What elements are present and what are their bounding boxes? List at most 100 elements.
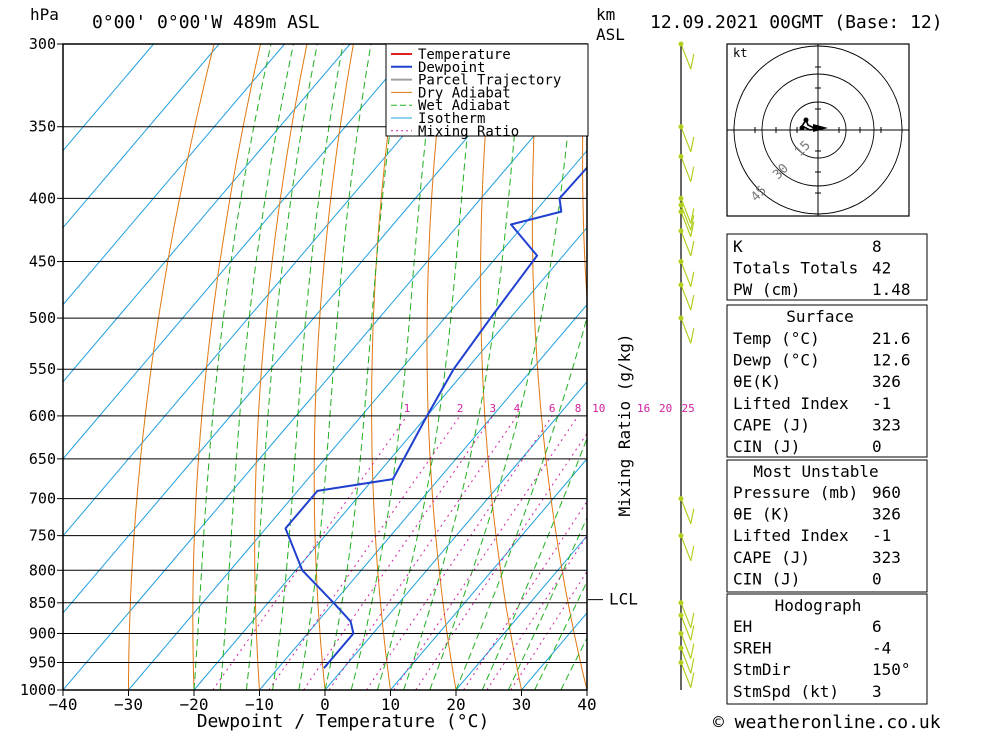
wind-barb-flag bbox=[691, 658, 694, 673]
y-tick-label: 500 bbox=[29, 309, 56, 327]
hodograph-section-title: Hodograph bbox=[775, 596, 862, 615]
lcl-marker: LCL bbox=[588, 590, 638, 609]
wet-adiabat-line bbox=[273, 26, 347, 690]
mixing-ratio-line bbox=[304, 416, 493, 690]
mixing-ratio-line bbox=[487, 416, 666, 690]
y-tick-label: 550 bbox=[29, 360, 56, 378]
dry-adiabat-line bbox=[631, 26, 718, 690]
index-hodograph-value: -4 bbox=[872, 639, 891, 658]
index-surface-label: Lifted Index bbox=[733, 394, 849, 413]
mixing-ratio-axis-title: Mixing Ratio (g/kg) bbox=[615, 333, 634, 516]
km-label: km bbox=[596, 5, 615, 24]
index-surface-label: CIN (J) bbox=[733, 437, 800, 456]
x-axis-title: Dewpoint / Temperature (°C) bbox=[197, 711, 490, 732]
mixing-ratio-line bbox=[329, 416, 517, 690]
mixing-ratio-label: 3 bbox=[490, 402, 497, 415]
surface-section-title: Surface bbox=[786, 307, 853, 326]
mixing-ratio-label: 4 bbox=[514, 402, 521, 415]
mixing-ratio-label: 20 bbox=[659, 402, 672, 415]
wind-barb-staff bbox=[681, 662, 691, 687]
hodograph: kt 15 30 45 bbox=[727, 44, 909, 216]
location-title: 0°00' 0°00'W 489m ASL bbox=[92, 12, 320, 33]
lcl-label: LCL bbox=[609, 590, 638, 609]
index-surface-label: CAPE (J) bbox=[733, 415, 810, 434]
index-hodograph-label: StmDir bbox=[733, 660, 791, 679]
wind-barb-staff bbox=[681, 212, 691, 237]
mixing-ratio-label: 16 bbox=[637, 402, 650, 415]
wind-barb-staff bbox=[681, 536, 691, 561]
wind-barb-staff bbox=[681, 127, 691, 152]
index-basic-label: PW (cm) bbox=[733, 280, 800, 299]
mixing-ratio-line bbox=[366, 416, 552, 690]
wind-barb-staff bbox=[681, 285, 691, 310]
wind-barb-flag bbox=[691, 295, 694, 310]
footer-credit: © weatheronline.co.uk bbox=[713, 712, 941, 733]
asl-label: ASL bbox=[596, 25, 625, 44]
mixing-ratio-label: 2 bbox=[457, 402, 464, 415]
y-tick-label: 750 bbox=[29, 527, 56, 545]
isotherm-line bbox=[63, 44, 612, 690]
index-most-unstable-value: 326 bbox=[872, 505, 901, 524]
mixing-ratio-label: 6 bbox=[549, 402, 556, 415]
wind-barb-staff bbox=[681, 499, 691, 524]
mixing-ratio-line bbox=[269, 416, 460, 690]
x-tick-label: −40 bbox=[49, 695, 78, 714]
wind-barb-flag bbox=[691, 241, 694, 256]
mixing-ratio-label: 1 bbox=[404, 402, 411, 415]
legend-label: Mixing Ratio bbox=[418, 124, 519, 140]
hodograph-point bbox=[804, 118, 809, 123]
index-hodograph-label: StmSpd (kt) bbox=[733, 682, 839, 701]
y-tick-label: 600 bbox=[29, 407, 56, 425]
index-most-unstable-value: 960 bbox=[872, 483, 901, 502]
wind-barb-flag bbox=[691, 272, 694, 287]
dry-adiabat-line bbox=[909, 26, 1000, 690]
x-tick-label: 30 bbox=[512, 695, 531, 714]
wet-adiabat-line bbox=[220, 26, 297, 690]
wet-adiabat-line bbox=[299, 26, 374, 690]
y-tick-label: 800 bbox=[29, 561, 56, 579]
dry-adiabat-line bbox=[193, 26, 265, 690]
hodograph-unit-label: kt bbox=[733, 46, 747, 60]
index-surface-value: 326 bbox=[872, 372, 901, 391]
isotherm-line bbox=[194, 44, 743, 690]
index-basic-label: Totals Totals bbox=[733, 259, 858, 278]
index-most-unstable-label: CIN (J) bbox=[733, 569, 800, 588]
index-most-unstable-value: 323 bbox=[872, 548, 901, 567]
wind-barb-staff bbox=[681, 318, 691, 343]
wind-barb-staff bbox=[681, 157, 691, 182]
wind-barb-staff bbox=[681, 44, 691, 69]
index-surface-label: θE(K) bbox=[733, 372, 781, 391]
y-tick-label: 700 bbox=[29, 490, 56, 508]
x-tick-label: −30 bbox=[114, 695, 143, 714]
mixing-ratio-line bbox=[394, 416, 578, 690]
index-surface-label: Dewp (°C) bbox=[733, 351, 820, 370]
wind-barb-flag bbox=[691, 673, 694, 688]
mixing-ratio-line bbox=[511, 416, 688, 690]
index-surface-value: 0 bbox=[872, 437, 882, 456]
mixing-ratio-label: 10 bbox=[592, 402, 605, 415]
mixing-ratio-label: 8 bbox=[575, 402, 582, 415]
wind-barb-flag bbox=[691, 546, 694, 561]
hodograph-point bbox=[800, 126, 805, 131]
mixing-ratio-label: 25 bbox=[682, 402, 695, 415]
wind-barb-flag bbox=[691, 509, 694, 524]
wind-barb-flag bbox=[691, 644, 694, 659]
most-unstable-section-title: Most Unstable bbox=[753, 462, 878, 481]
index-surface-value: -1 bbox=[872, 394, 891, 413]
index-basic-value: 42 bbox=[872, 259, 891, 278]
index-basic-label: K bbox=[733, 237, 743, 256]
index-surface-label: Temp (°C) bbox=[733, 329, 820, 348]
datetime-title: 12.09.2021 00GMT (Base: 12) bbox=[650, 12, 943, 33]
pressure-unit-label: hPa bbox=[30, 5, 59, 24]
wind-barb-flag bbox=[691, 137, 694, 152]
index-hodograph-value: 150° bbox=[872, 660, 911, 679]
wind-barb-staff bbox=[681, 231, 691, 256]
y-tick-label: 950 bbox=[29, 653, 56, 671]
index-basic-value: 1.48 bbox=[872, 280, 911, 299]
y-tick-label: 450 bbox=[29, 253, 56, 271]
y-tick-label: 650 bbox=[29, 450, 56, 468]
index-most-unstable-label: Pressure (mb) bbox=[733, 483, 858, 502]
